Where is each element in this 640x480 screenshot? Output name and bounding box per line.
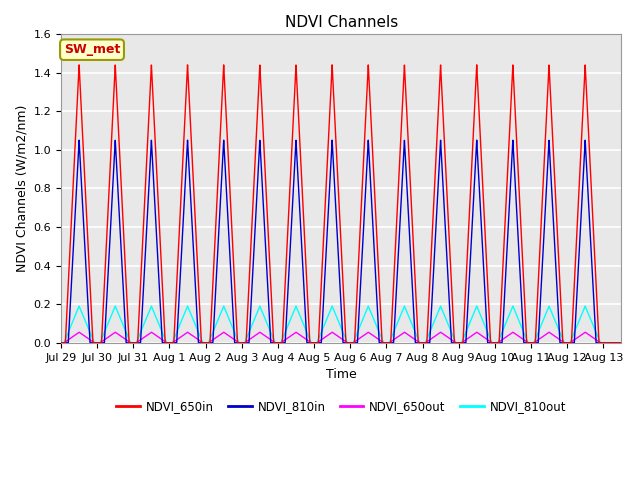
Legend: NDVI_650in, NDVI_810in, NDVI_650out, NDVI_810out: NDVI_650in, NDVI_810in, NDVI_650out, NDV… [111,395,571,418]
X-axis label: Time: Time [326,368,356,381]
Y-axis label: NDVI Channels (W/m2/nm): NDVI Channels (W/m2/nm) [15,105,28,272]
Text: SW_met: SW_met [64,43,120,56]
Title: NDVI Channels: NDVI Channels [285,15,398,30]
